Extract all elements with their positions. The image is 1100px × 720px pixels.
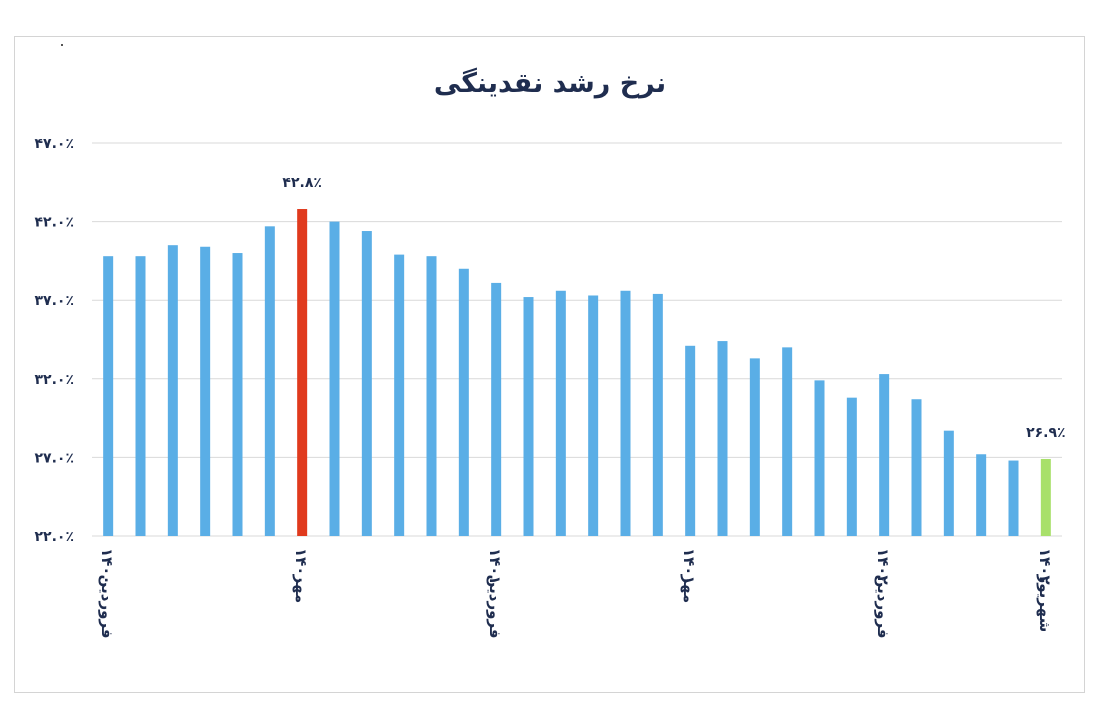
y-tick-label: ۳۲.۰٪	[35, 372, 75, 388]
x-tick-year: ۱۴۰۰	[292, 548, 310, 585]
x-tick-year: ۱۴۰۱	[680, 548, 698, 585]
bar	[167, 245, 178, 536]
x-tick-label: مهر۱۴۰۱	[680, 548, 698, 603]
x-tick-text: فروردین۱۴۰۱	[486, 548, 504, 639]
x-tick-month: مهر	[292, 574, 310, 604]
x-tick-text: فروردین۱۴۰۲	[874, 548, 892, 639]
bar	[846, 397, 857, 536]
x-tick-label: شهریور۱۴۰۲	[1036, 548, 1054, 632]
bar	[297, 209, 308, 537]
data-label: ۴۲.۸٪	[282, 175, 322, 191]
x-tick-year: ۱۴۰۱	[486, 548, 504, 585]
bar	[652, 293, 663, 536]
x-tick-year: ۱۴۰۰	[98, 548, 116, 585]
bar	[491, 282, 502, 536]
x-tick-text: مهر۱۴۰۱	[680, 548, 698, 603]
bar	[1040, 458, 1051, 536]
chart-title: نرخ رشد نقدینگی	[433, 68, 667, 99]
bar	[394, 254, 405, 536]
bar	[135, 256, 146, 536]
x-tick-text: شهریور۱۴۰۲	[1036, 548, 1054, 632]
bar	[685, 345, 696, 536]
y-tick-label: ۴۲.۰٪	[35, 215, 75, 231]
bar	[200, 246, 211, 536]
bar	[523, 297, 534, 536]
bar	[782, 347, 793, 536]
bar	[814, 380, 825, 536]
bar	[976, 454, 987, 536]
bar	[911, 399, 922, 536]
x-tick-label: مهر۱۴۰۰	[292, 548, 310, 603]
bar	[620, 290, 631, 536]
bar	[879, 374, 890, 536]
x-tick-month: فروردین	[98, 575, 116, 639]
stray-dot	[61, 44, 63, 46]
data-label: ۲۶.۹٪	[1026, 425, 1066, 441]
bar	[555, 290, 566, 536]
bar	[1008, 460, 1019, 536]
x-tick-label: فروردین۱۴۰۰	[98, 548, 116, 639]
y-tick-label: ۳۷.۰٪	[35, 293, 75, 309]
bar	[749, 358, 760, 536]
x-tick-month: فروردین	[486, 575, 504, 639]
bar	[717, 341, 728, 536]
bar	[329, 221, 340, 536]
bar	[458, 268, 469, 536]
bar	[426, 256, 437, 536]
bar	[264, 226, 275, 537]
y-tick-label: ۲۲.۰٪	[35, 529, 75, 545]
x-tick-year: ۱۴۰۲	[1036, 548, 1054, 585]
y-tick-label: ۴۷.۰٪	[35, 136, 75, 152]
bar	[232, 253, 243, 537]
bar	[361, 231, 372, 537]
x-tick-text: مهر۱۴۰۰	[292, 548, 310, 603]
x-tick-text: فروردین۱۴۰۰	[98, 548, 116, 639]
x-tick-label: فروردین۱۴۰۲	[874, 548, 892, 639]
chart-frame	[14, 36, 1085, 693]
x-tick-month: شهریور	[1036, 574, 1054, 633]
x-tick-year: ۱۴۰۲	[874, 548, 892, 585]
bar	[103, 256, 114, 536]
x-tick-month: فروردین	[874, 575, 892, 639]
bar	[588, 295, 599, 536]
x-tick-month: مهر	[680, 574, 698, 604]
bar	[943, 430, 954, 536]
x-tick-label: فروردین۱۴۰۱	[486, 548, 504, 639]
y-tick-label: ۲۷.۰٪	[35, 450, 75, 466]
